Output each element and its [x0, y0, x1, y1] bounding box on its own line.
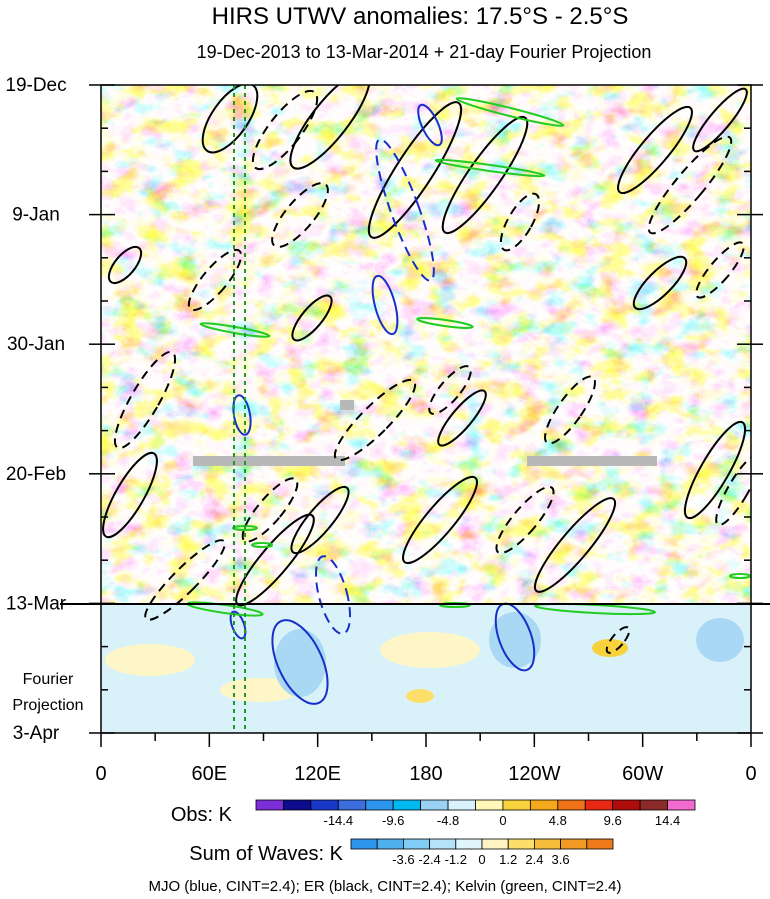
colorbar-swatch: [455, 838, 483, 850]
colorbar-swatch: [365, 799, 394, 811]
colorbar-swatch: [507, 838, 535, 850]
projection-anomaly-patches: [105, 612, 744, 703]
x-tick-label: 120E: [294, 763, 341, 785]
colorbar-swatch: [481, 838, 509, 850]
colorbar-swatch: [586, 838, 614, 850]
x-tick-label: 120W: [508, 763, 560, 785]
x-tick-label: 180: [409, 763, 442, 785]
y-tick-label: 3-Apr: [13, 723, 60, 744]
missing-data-bars: [193, 400, 657, 466]
colorbar-swatch: [337, 799, 367, 811]
colorbar-label: -4.8: [437, 813, 459, 828]
colorbar-swatch: [376, 838, 404, 850]
projection-label-line1: Fourier: [23, 671, 74, 688]
waves-colorbar-title: Sum of Waves: K: [189, 843, 343, 865]
y-axis: 19-Dec 9-Jan 30-Jan 20-Feb 13-Mar 3-Apr: [5, 75, 763, 744]
colorbar-label: 0: [478, 852, 485, 867]
x-axis: 0 60E 120E 180 120W 60W 0: [95, 733, 757, 785]
colorbar-label: 4.8: [549, 813, 567, 828]
colorbar-label: 1.2: [499, 852, 517, 867]
y-tick-label: 9-Jan: [12, 205, 60, 226]
colorbar-swatch: [612, 799, 641, 811]
colorbar-label: -9.6: [382, 813, 404, 828]
projection-field: [101, 604, 751, 733]
y-tick-label: 13-Mar: [6, 593, 67, 614]
colorbar-swatch: [350, 838, 378, 850]
er-contours: [102, 85, 751, 654]
colorbar-swatch: [429, 838, 457, 850]
meridian-lines: [233, 85, 246, 733]
colorbar-label: -3.6: [392, 852, 414, 867]
colorbar-label: 14.4: [655, 813, 680, 828]
y-tick-label: 19-Dec: [5, 75, 66, 96]
y-tick-label: 30-Jan: [7, 334, 65, 355]
colorbar-swatch: [310, 799, 339, 811]
observed-field: [101, 85, 751, 604]
colorbar-label: -1.2: [445, 852, 467, 867]
chart-subtitle: 19-Dec-2013 to 13-Mar-2014 + 21-day Four…: [197, 42, 652, 62]
colorbar-swatch: [392, 799, 422, 811]
colorbar-label: -2.4: [418, 852, 440, 867]
colorbar-swatch: [560, 838, 588, 850]
colorbar-swatch: [402, 838, 430, 850]
colorbar-swatch: [667, 799, 696, 811]
chart-title: HIRS UTWV anomalies: 17.5°S - 2.5°S: [212, 3, 629, 30]
colorbar-swatch: [557, 799, 586, 811]
y-tick-label: 20-Feb: [6, 464, 66, 485]
colorbar-swatch: [447, 799, 476, 811]
mjo-contours: [229, 103, 536, 705]
colorbar-swatch: [255, 799, 284, 811]
colorbar-swatch: [283, 799, 312, 811]
colorbar-swatch: [502, 799, 531, 811]
colorbar-label: 2.4: [525, 852, 543, 867]
x-tick-label: 60W: [622, 763, 663, 785]
colorbar-label: 3.6: [552, 852, 570, 867]
waves-colorbar: Sum of Waves: K -3.6 -2.4 -1.2 0 1.2 2.4 3.6: [189, 838, 614, 867]
obs-colorbar: Obs: K -14.4 -9.6 -4.8 0 4.8 9.6 14.4: [171, 799, 696, 828]
colorbar-swatch: [584, 799, 614, 811]
x-tick-label: 0: [745, 763, 756, 785]
x-tick-label: 0: [95, 763, 106, 785]
contour-legend: MJO (blue, CINT=2.4); ER (black, CINT=2.…: [148, 878, 621, 895]
plot-area: [60, 84, 770, 734]
x-tick-label: 60E: [192, 763, 228, 785]
colorbar-swatch: [475, 799, 504, 811]
wave-contours: [102, 85, 751, 733]
colorbar-label: 0: [499, 813, 506, 828]
colorbar-label: -14.4: [323, 813, 353, 828]
colorbar-swatch: [639, 799, 668, 811]
colorbar-label: 9.6: [604, 813, 622, 828]
colorbar-swatch: [534, 838, 562, 850]
projection-label-line2: Projection: [12, 697, 83, 714]
colorbar-swatch: [420, 799, 449, 811]
obs-colorbar-title: Obs: K: [171, 804, 233, 826]
colorbar-swatch: [529, 799, 559, 811]
